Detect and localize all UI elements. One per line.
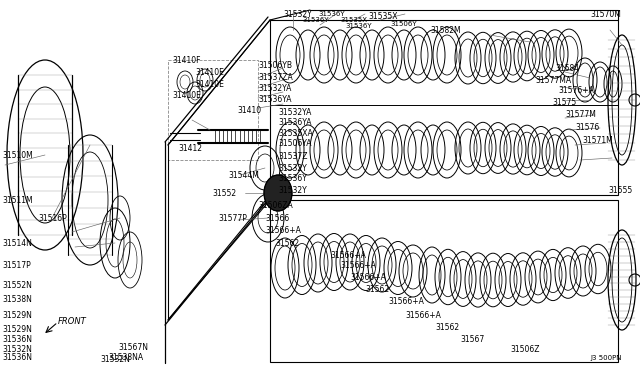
- Text: 31567: 31567: [460, 336, 484, 344]
- Text: 31576+A: 31576+A: [558, 86, 594, 94]
- Text: 31566+A: 31566+A: [340, 262, 376, 270]
- Text: 31584: 31584: [555, 64, 579, 73]
- Text: 31538NA: 31538NA: [108, 353, 143, 362]
- Text: 31552N: 31552N: [2, 280, 32, 289]
- Text: J3 500PN: J3 500PN: [590, 355, 621, 361]
- Text: 31566: 31566: [265, 214, 289, 222]
- Text: 31410F: 31410F: [172, 55, 200, 64]
- Text: 31529N: 31529N: [2, 311, 32, 320]
- Text: 31532YA: 31532YA: [258, 83, 291, 93]
- Text: 31532N: 31532N: [2, 346, 32, 355]
- Text: 31532YA: 31532YA: [278, 108, 312, 116]
- Text: 31576: 31576: [575, 122, 599, 131]
- Ellipse shape: [264, 175, 292, 211]
- Text: 31555: 31555: [608, 186, 632, 195]
- Text: 31506ZA: 31506ZA: [258, 201, 292, 209]
- Text: 31535X: 31535X: [340, 17, 367, 23]
- Text: 31537ZA: 31537ZA: [258, 73, 292, 81]
- Text: 31566+A: 31566+A: [405, 311, 441, 320]
- Text: 31532Y: 31532Y: [278, 164, 307, 173]
- Text: 31566+A: 31566+A: [350, 273, 386, 282]
- Text: 31536N: 31536N: [2, 336, 32, 344]
- Text: 31562: 31562: [275, 238, 299, 247]
- Text: 31577P: 31577P: [218, 214, 247, 222]
- Text: 31536Y: 31536Y: [302, 17, 328, 23]
- Bar: [168, 60, 258, 160]
- Text: 31517P: 31517P: [2, 260, 31, 269]
- Text: 31506Z: 31506Z: [510, 346, 540, 355]
- Text: 31506YB: 31506YB: [258, 61, 292, 70]
- Text: 31536Y: 31536Y: [345, 23, 372, 29]
- Text: 31571M: 31571M: [582, 135, 612, 144]
- Text: 31535X: 31535X: [368, 12, 397, 20]
- Text: 31567N: 31567N: [118, 343, 148, 353]
- Text: 31506YA: 31506YA: [278, 138, 312, 148]
- Text: 31536YA: 31536YA: [258, 94, 291, 103]
- Text: 31410E: 31410E: [195, 67, 224, 77]
- Text: 31536Y: 31536Y: [278, 173, 307, 183]
- Text: 31582M: 31582M: [430, 26, 461, 35]
- Text: 31535XA: 31535XA: [278, 128, 313, 138]
- Text: 31537Z: 31537Z: [278, 151, 307, 160]
- Text: 31410E: 31410E: [195, 80, 224, 89]
- Text: 31536Y: 31536Y: [318, 11, 344, 17]
- Text: 31577M: 31577M: [565, 109, 596, 119]
- Text: 31566+A: 31566+A: [330, 250, 366, 260]
- Text: 31577MA: 31577MA: [535, 76, 571, 84]
- Text: 31529N: 31529N: [2, 326, 32, 334]
- Text: 31516P: 31516P: [38, 214, 67, 222]
- Text: 31506Y: 31506Y: [390, 21, 417, 27]
- Text: 31536YA: 31536YA: [278, 118, 312, 126]
- Text: 31410: 31410: [237, 106, 261, 115]
- Text: 31536N: 31536N: [2, 353, 32, 362]
- Text: 31410E: 31410E: [172, 90, 201, 99]
- Text: 31532N: 31532N: [100, 356, 130, 365]
- Text: 31532Y: 31532Y: [283, 10, 312, 19]
- Text: 31412: 31412: [178, 144, 202, 153]
- Text: 31538N: 31538N: [2, 295, 32, 305]
- Text: 31566+A: 31566+A: [265, 225, 301, 234]
- Text: 31562: 31562: [435, 324, 459, 333]
- Text: 31566+A: 31566+A: [388, 298, 424, 307]
- Text: 31510M: 31510M: [2, 151, 33, 160]
- Text: 31552: 31552: [212, 189, 236, 198]
- Text: 31575: 31575: [552, 97, 576, 106]
- Text: 31514N: 31514N: [2, 238, 32, 247]
- Text: FRONT: FRONT: [58, 317, 87, 327]
- Text: 31532Y: 31532Y: [278, 186, 307, 195]
- Text: 31511M: 31511M: [2, 196, 33, 205]
- Text: 31544M: 31544M: [228, 170, 259, 180]
- Text: 31562: 31562: [365, 285, 389, 295]
- Text: 31570M: 31570M: [590, 10, 621, 19]
